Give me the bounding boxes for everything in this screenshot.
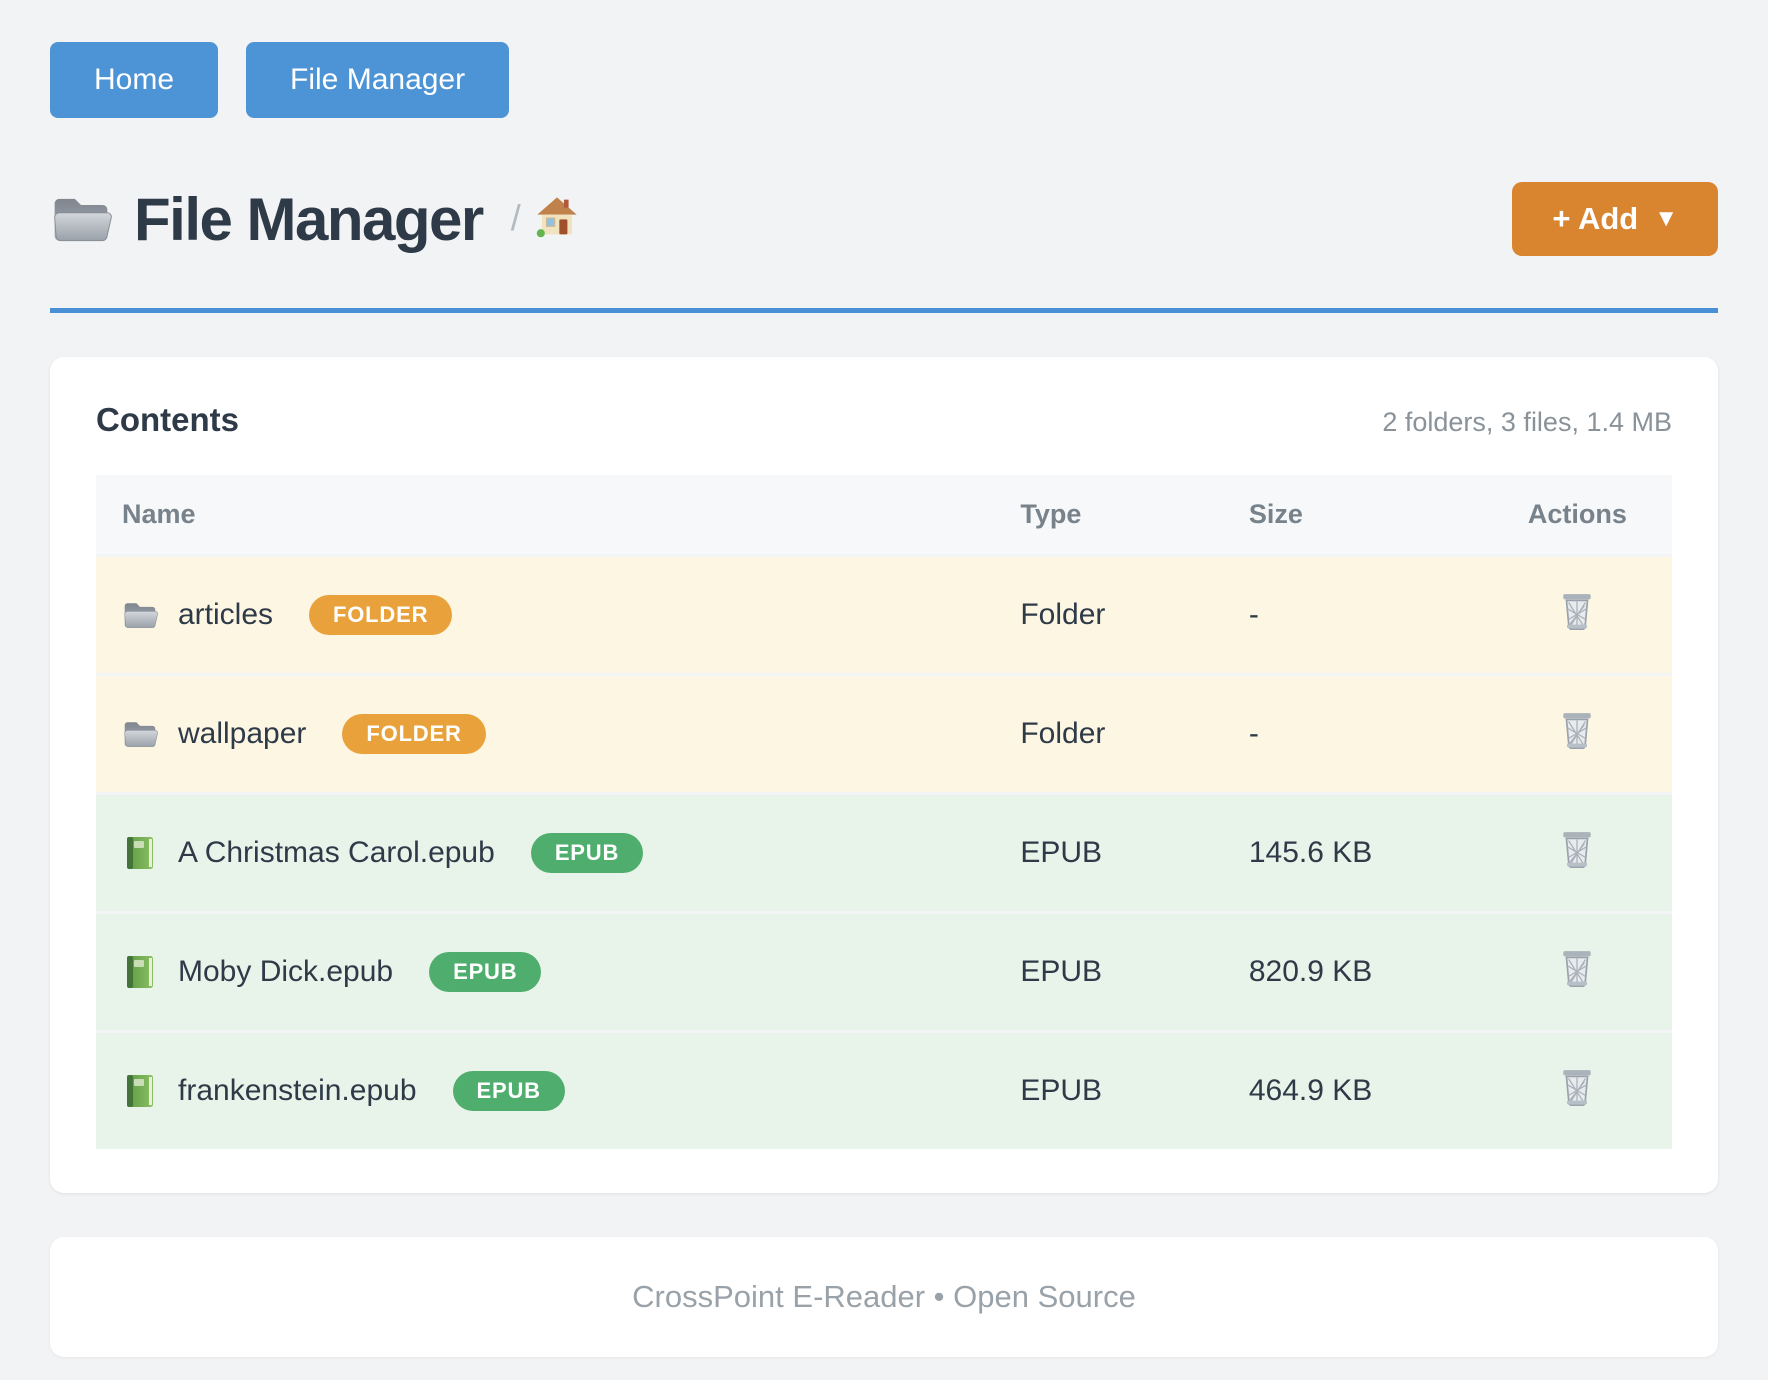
add-button-label: + Add (1552, 201, 1639, 236)
type-cell: EPUB (994, 792, 1223, 913)
type-cell: Folder (994, 554, 1223, 675)
epub-badge: EPUB (452, 1071, 565, 1111)
trash-icon (1559, 592, 1595, 632)
file-link[interactable]: A Christmas Carol.epub (178, 836, 495, 869)
folder-link[interactable]: wallpaper (178, 717, 307, 750)
file-manager-button[interactable]: File Manager (246, 42, 510, 118)
type-cell: Folder (994, 673, 1223, 794)
type-cell: EPUB (994, 911, 1223, 1032)
page-title: File Manager (134, 185, 484, 253)
trash-icon (1559, 711, 1595, 751)
folder-link[interactable]: articles (178, 598, 274, 631)
file-link[interactable]: Moby Dick.epub (178, 955, 394, 988)
home-button[interactable]: Home (50, 42, 219, 118)
trash-icon (1559, 949, 1595, 989)
contents-card: Contents 2 folders, 3 files, 1.4 MB Name… (50, 357, 1718, 1193)
delete-button[interactable] (1557, 828, 1597, 872)
footer-text: CrossPoint E-Reader • Open Source (632, 1279, 1136, 1314)
epub-badge: EPUB (530, 833, 644, 873)
table-row: frankenstein.epub EPUB EPUB 464.9 KB (96, 1030, 1672, 1149)
folder-badge: FOLDER (309, 595, 453, 635)
title-group: File Manager (50, 185, 484, 254)
column-header-actions: Actions (1482, 475, 1672, 556)
folder-icon (122, 717, 158, 751)
trash-icon (1559, 830, 1595, 870)
type-cell: EPUB (994, 1030, 1223, 1149)
contents-header: Contents 2 folders, 3 files, 1.4 MB (96, 401, 1672, 439)
column-header-name: Name (96, 475, 995, 556)
epub-badge: EPUB (429, 952, 542, 992)
book-icon (122, 1074, 158, 1108)
add-button[interactable]: + Add ▼ (1512, 182, 1718, 256)
top-nav: Home File Manager (50, 42, 1718, 118)
column-header-size: Size (1222, 475, 1483, 556)
size-cell: 464.9 KB (1222, 1030, 1483, 1149)
files-table: Name Type Size Actions articles FOLDER (96, 475, 1672, 1149)
table-row: articles FOLDER Folder - (96, 554, 1672, 675)
folder-badge: FOLDER (342, 714, 486, 754)
breadcrumb: / (511, 195, 579, 243)
page-header: File Manager / + Add ▼ (50, 182, 1718, 256)
table-row: A Christmas Carol.epub EPUB EPUB 145.6 K… (96, 792, 1672, 913)
header-divider (50, 308, 1718, 313)
home-icon[interactable] (535, 195, 579, 239)
folder-icon (50, 192, 112, 246)
column-header-type: Type (994, 475, 1223, 556)
table-row: Moby Dick.epub EPUB EPUB 820.9 KB (96, 911, 1672, 1032)
delete-button[interactable] (1557, 1066, 1597, 1110)
file-link[interactable]: frankenstein.epub (178, 1074, 417, 1107)
table-row: wallpaper FOLDER Folder - (96, 673, 1672, 794)
table-header-row: Name Type Size Actions (96, 475, 1672, 556)
footer: CrossPoint E-Reader • Open Source (50, 1237, 1718, 1357)
book-icon (122, 955, 158, 989)
size-cell: - (1222, 673, 1483, 794)
delete-button[interactable] (1557, 590, 1597, 634)
size-cell: 145.6 KB (1222, 792, 1483, 913)
contents-heading: Contents (96, 401, 239, 438)
size-cell: - (1222, 554, 1483, 675)
chevron-down-icon: ▼ (1654, 205, 1678, 232)
delete-button[interactable] (1557, 709, 1597, 753)
folder-icon (122, 598, 158, 632)
book-icon (122, 836, 158, 870)
delete-button[interactable] (1557, 947, 1597, 991)
trash-icon (1559, 1068, 1595, 1108)
contents-summary: 2 folders, 3 files, 1.4 MB (1382, 407, 1672, 437)
breadcrumb-separator: / (510, 197, 521, 238)
size-cell: 820.9 KB (1222, 911, 1483, 1032)
